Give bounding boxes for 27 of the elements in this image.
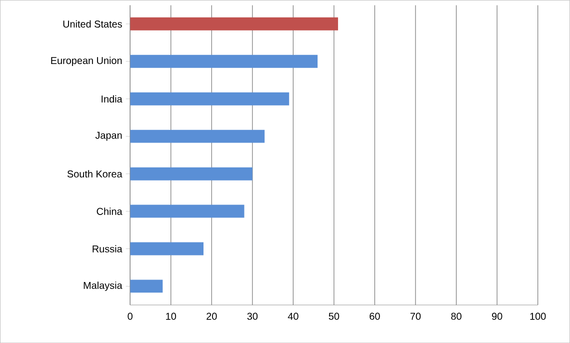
x-tick-label: 70 [410,312,421,320]
y-tick-label: China [96,208,122,215]
y-tick-label: Japan [95,132,122,141]
x-tick-label: 80 [451,312,462,320]
y-tick-label: India [102,95,122,102]
y-tick-label: Russia [92,245,122,252]
x-tick-label: 30 [247,312,258,320]
y-tick-label: United States [63,20,122,28]
y-tick-label: South Korea [67,170,122,178]
x-tick-label: 20 [206,312,217,320]
y-tick-label: Malaysia [84,282,122,291]
bar [130,130,265,143]
x-tick-label: 40 [288,312,298,320]
bar [130,54,318,68]
bar [130,92,290,106]
x-tick-label: 100 [530,312,546,320]
x-tick-label: 10 [166,312,176,320]
x-tick-label: 0 [128,312,132,320]
bar [130,204,244,218]
bar [130,17,338,30]
y-tick-label: European Union [51,56,122,66]
x-tick-label: 90 [492,312,502,320]
x-tick-label: 50 [328,312,340,320]
x-tick-label: 60 [370,312,380,320]
bar [130,242,204,256]
bar [130,280,163,293]
bar [130,167,252,180]
